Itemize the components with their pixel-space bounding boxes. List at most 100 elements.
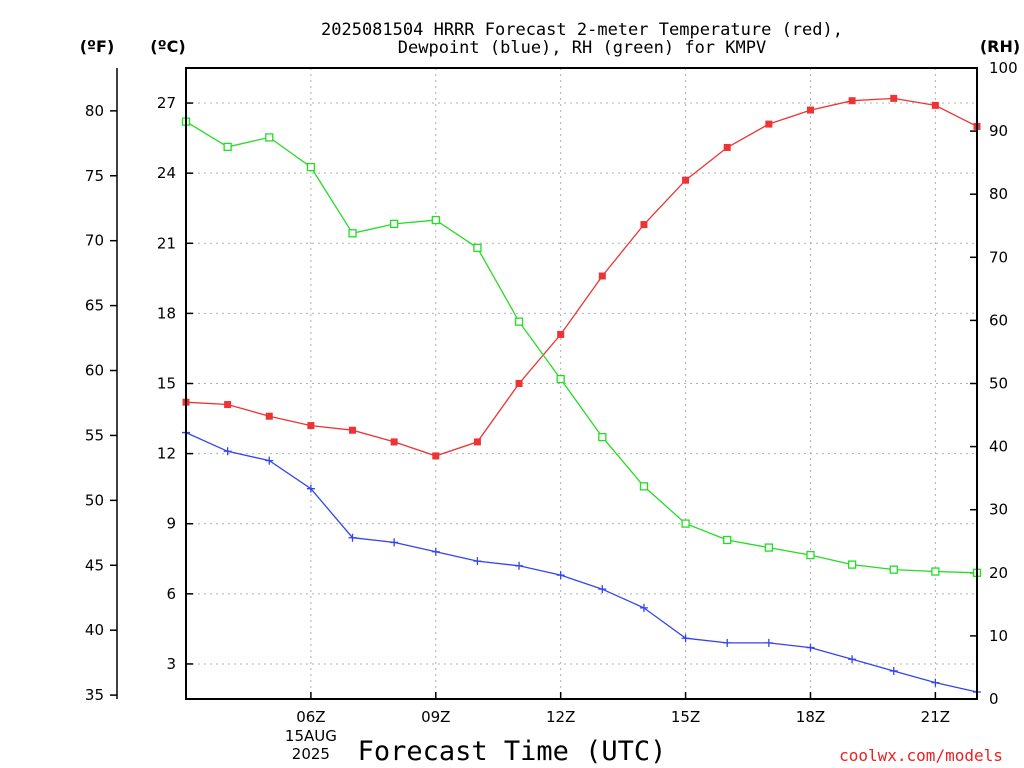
rh-point xyxy=(265,133,274,142)
temperature-point xyxy=(515,380,523,387)
rh-point xyxy=(806,550,815,560)
chart-title: 2025081504 HRRR Forecast 2-meter Tempera… xyxy=(321,20,843,58)
rh-tick-label: 40 xyxy=(989,438,1008,456)
dewpoint-point xyxy=(681,634,690,643)
rh-tick-label: 90 xyxy=(989,122,1008,140)
dewpoint-point xyxy=(889,666,898,675)
x-tick-label: 12Z xyxy=(546,708,575,726)
fahrenheit-tick-label: 45 xyxy=(85,556,104,574)
x-tick-sublabel: 2025 xyxy=(292,745,330,763)
temperature-point xyxy=(265,412,273,420)
rh-tick-label: 10 xyxy=(989,627,1008,645)
fahrenheit-tick-label: 75 xyxy=(85,167,104,185)
dewpoint-line xyxy=(185,432,978,693)
fahrenheit-tick-label: 80 xyxy=(85,102,104,120)
dewpoint-point xyxy=(639,603,648,612)
rh-point xyxy=(931,567,940,576)
chart-title-line-1: 2025081504 HRRR Forecast 2-meter Tempera… xyxy=(321,20,843,40)
celsius-unit-label: (ºC) xyxy=(150,37,185,56)
dewpoint-point xyxy=(390,538,399,547)
fahrenheit-tick-label: 55 xyxy=(85,426,104,444)
x-tick-label: 06Z xyxy=(296,708,325,726)
rh-line xyxy=(185,121,978,574)
celsius-tick-label: 24 xyxy=(157,164,176,182)
dewpoint-point xyxy=(515,561,524,570)
dewpoint-point xyxy=(806,643,815,652)
rh-tick-label: 0 xyxy=(989,690,999,708)
celsius-tick-label: 27 xyxy=(157,94,176,112)
fahrenheit-tick-label: 50 xyxy=(85,491,104,509)
series-lines xyxy=(181,94,982,696)
rh-point xyxy=(889,565,898,574)
dewpoint-point xyxy=(598,585,607,594)
temperature-point xyxy=(806,106,814,114)
x-tick-label: 15Z xyxy=(671,708,700,726)
rh-point xyxy=(514,317,524,326)
fahrenheit-tick-label: 40 xyxy=(85,621,104,639)
dewpoint-point xyxy=(265,456,274,465)
rh-tick-label: 30 xyxy=(989,501,1008,519)
credit-text: coolwx.com/models xyxy=(839,746,1003,765)
dewpoint-point xyxy=(848,655,857,664)
rh-point xyxy=(556,374,565,384)
temperature-point xyxy=(224,401,232,409)
rh-point xyxy=(847,560,857,569)
rh-point xyxy=(223,142,232,152)
temperature-point xyxy=(765,120,773,128)
rh-point xyxy=(723,535,732,545)
rh-tick-label: 50 xyxy=(989,375,1008,393)
rh-point xyxy=(431,215,440,225)
x-tick-label: 09Z xyxy=(421,708,450,726)
rh-point xyxy=(598,432,607,442)
x-tick-label: 18Z xyxy=(796,708,825,726)
rh-tick-label: 60 xyxy=(989,311,1008,329)
temperature-point xyxy=(349,426,357,434)
rh-point xyxy=(306,162,316,172)
temperature-point xyxy=(557,330,565,338)
rh-point xyxy=(473,243,482,252)
fahrenheit-tick-label: 60 xyxy=(85,362,104,380)
rh-tick-label: 70 xyxy=(989,248,1008,266)
dewpoint-point xyxy=(431,547,440,556)
temperature-point xyxy=(432,452,440,460)
dewpoint-point xyxy=(348,533,357,542)
fahrenheit-unit-label: (ºF) xyxy=(80,37,115,56)
temperature-line xyxy=(185,97,978,457)
dewpoint-point xyxy=(556,571,565,580)
rh-point xyxy=(681,519,690,528)
temperature-point xyxy=(390,438,398,446)
rh-tick-label: 80 xyxy=(989,185,1008,203)
rh-point xyxy=(390,219,399,229)
temperature-point xyxy=(931,101,939,109)
chart-title-line-2: Dewpoint (blue), RH (green) for KMPV xyxy=(398,38,766,58)
temperature-point xyxy=(598,272,606,280)
celsius-tick-label: 9 xyxy=(166,515,176,533)
dewpoint-point xyxy=(764,638,773,647)
fahrenheit-tick-label: 70 xyxy=(85,232,104,250)
celsius-tick-label: 3 xyxy=(166,655,176,673)
rh-unit-label: (RH) xyxy=(980,37,1020,56)
temperature-point xyxy=(640,221,648,229)
fahrenheit-tick-label: 35 xyxy=(85,686,104,704)
rh-tick-label: 20 xyxy=(989,564,1008,582)
celsius-tick-label: 12 xyxy=(157,445,176,463)
x-tick-sublabel: 15AUG xyxy=(285,727,337,745)
rh-point xyxy=(639,482,649,491)
celsius-tick-label: 18 xyxy=(157,304,176,322)
temperature-point xyxy=(682,176,690,184)
x-axis-title: Forecast Time (UTC) xyxy=(358,736,667,767)
plot-frame xyxy=(185,67,978,700)
temperature-point xyxy=(890,94,898,102)
dewpoint-point xyxy=(223,447,232,456)
dewpoint-point xyxy=(723,638,732,647)
rh-point xyxy=(348,229,357,238)
rh-tick-label: 100 xyxy=(989,59,1018,77)
celsius-tick-label: 15 xyxy=(157,375,176,393)
temperature-point xyxy=(848,97,856,105)
dewpoint-point xyxy=(473,557,482,566)
temperature-point xyxy=(307,422,315,430)
temperature-point xyxy=(473,438,481,446)
dewpoint-point xyxy=(931,678,940,687)
